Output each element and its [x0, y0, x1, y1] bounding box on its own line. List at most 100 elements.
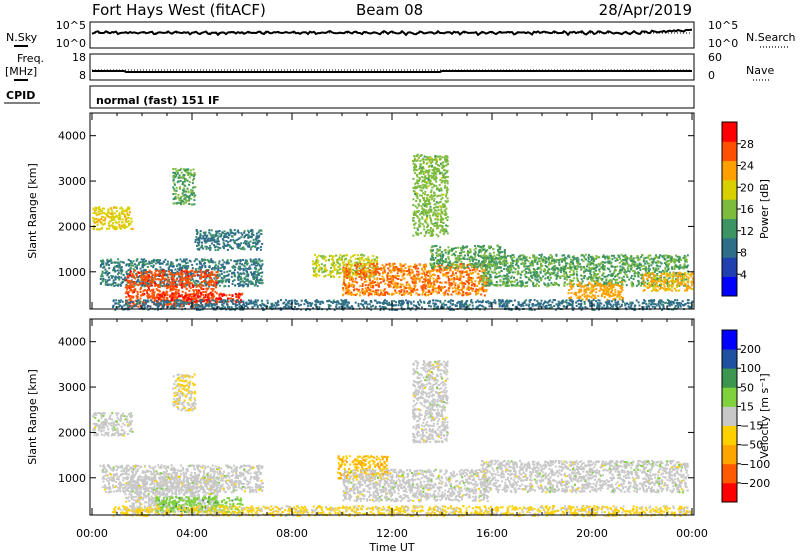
- data-cell: [188, 271, 191, 273]
- data-cell: [628, 278, 631, 281]
- data-cell: [459, 292, 462, 295]
- data-cell: [252, 272, 255, 275]
- data-cell: [474, 270, 477, 273]
- data-cell: [675, 264, 677, 267]
- data-cell: [143, 269, 146, 272]
- data-cell: [329, 273, 332, 276]
- data-cell: [204, 245, 207, 248]
- data-cell: [205, 240, 208, 243]
- data-cell: [447, 271, 450, 274]
- data-cell: [156, 295, 159, 297]
- data-cell: [655, 267, 658, 270]
- data-cell: [216, 300, 219, 303]
- data-cell: [174, 296, 176, 299]
- data-cell: [180, 270, 183, 273]
- data-cell: [104, 213, 107, 216]
- data-cell: [204, 237, 207, 240]
- data-cell: [424, 285, 427, 288]
- data-cell: [422, 289, 425, 292]
- data-cell: [489, 247, 492, 250]
- data-cell: [107, 279, 109, 282]
- data-cell: [627, 264, 630, 267]
- data-cell: [199, 271, 202, 273]
- data-cell: [351, 283, 354, 286]
- data-cell: [458, 254, 461, 257]
- data-cell: [497, 245, 500, 248]
- data-cell: [180, 171, 183, 174]
- data-cell: [454, 287, 457, 290]
- data-cell: [101, 279, 104, 282]
- data-cell: [209, 271, 212, 274]
- data-cell: [148, 262, 151, 265]
- data-cell: [101, 207, 104, 210]
- data-cell: [97, 213, 100, 216]
- data-cell: [496, 262, 499, 265]
- data-cell: [396, 284, 399, 287]
- data-cell: [119, 283, 122, 286]
- data-cell: [125, 290, 128, 293]
- data-cell: [372, 254, 375, 257]
- data-cell: [194, 293, 197, 296]
- data-cell: [192, 168, 195, 171]
- data-cell: [363, 281, 366, 284]
- data-cell: [244, 240, 247, 243]
- data-cell: [129, 286, 132, 288]
- data-cell: [506, 262, 509, 265]
- data-cell: [396, 272, 399, 275]
- data-cell: [448, 264, 451, 267]
- data-cell: [147, 278, 149, 280]
- data-cell: [242, 280, 244, 283]
- data-cell: [422, 170, 425, 173]
- data-cell: [108, 212, 111, 215]
- data-cell: [153, 299, 156, 302]
- data-cell: [212, 236, 215, 239]
- data-cell: [202, 247, 205, 250]
- data-cell: [369, 286, 372, 288]
- data-cell: [429, 209, 432, 212]
- data-cell: [132, 260, 135, 263]
- data-cell: [466, 263, 469, 266]
- data-cell: [432, 273, 435, 276]
- data-cell: [166, 303, 169, 306]
- data-cell: [428, 282, 431, 285]
- data-cell: [592, 258, 595, 261]
- data-cell: [423, 209, 426, 211]
- data-cell: [216, 276, 219, 279]
- data-cell: [99, 278, 102, 280]
- data-cell: [419, 277, 422, 280]
- data-cell: [419, 222, 422, 225]
- data-cell: [214, 249, 217, 252]
- data-cell: [209, 292, 212, 295]
- data-cell: [397, 270, 400, 273]
- data-cell: [118, 263, 121, 266]
- data-cell: [555, 253, 558, 256]
- data-cell: [426, 280, 429, 282]
- data-cell: [227, 232, 230, 235]
- data-cell: [176, 181, 179, 184]
- data-cell: [248, 243, 251, 246]
- data-cell: [337, 262, 340, 265]
- data-cell: [214, 275, 217, 278]
- data-cell: [417, 270, 420, 273]
- data-cell: [144, 260, 147, 262]
- data-cell: [442, 260, 445, 262]
- data-cell: [358, 265, 361, 268]
- data-cell: [612, 271, 615, 274]
- data-cell: [102, 216, 105, 219]
- data-cell: [316, 273, 318, 276]
- data-cell: [427, 281, 429, 284]
- data-cell: [440, 281, 443, 284]
- data-cell: [243, 236, 246, 239]
- data-cell: [457, 267, 460, 270]
- data-cell: [218, 243, 221, 246]
- data-cell: [228, 297, 231, 300]
- data-cell: [258, 240, 261, 243]
- data-cell: [196, 232, 199, 235]
- data-cell: [345, 267, 348, 270]
- data-cell: [387, 267, 390, 270]
- freq-tick-bottom: 8: [79, 69, 86, 82]
- data-cell: [636, 255, 639, 257]
- data-cell: [97, 218, 100, 221]
- data-cell: [451, 254, 454, 257]
- data-cell: [593, 274, 595, 277]
